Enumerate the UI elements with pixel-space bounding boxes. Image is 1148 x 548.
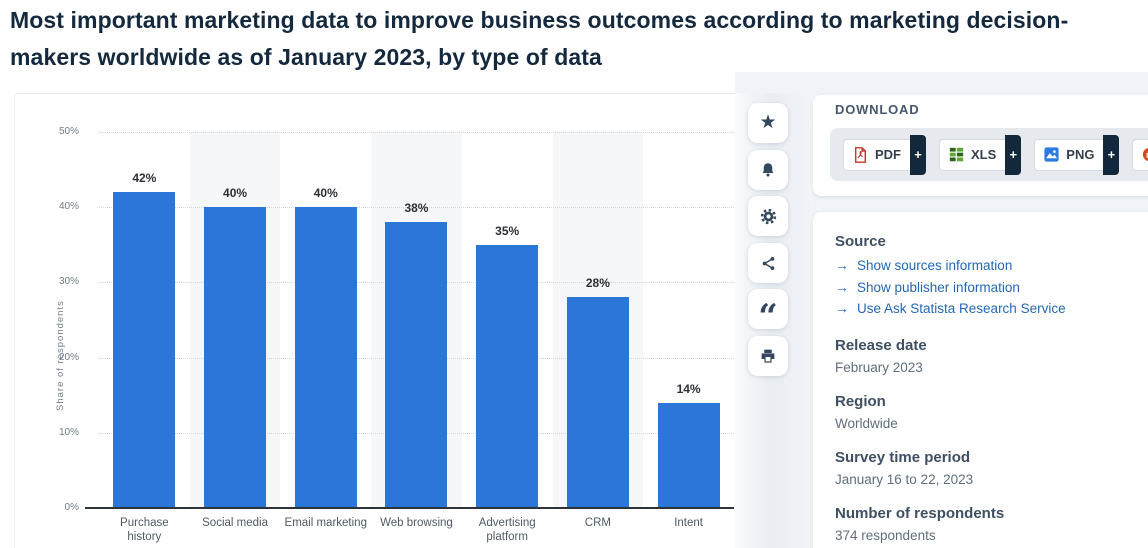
y-axis-tick: 50% bbox=[58, 126, 79, 137]
detail-value: 374 respondents bbox=[835, 527, 936, 543]
printer-icon bbox=[761, 349, 775, 363]
x-axis-label: Email marketing bbox=[284, 517, 367, 529]
chart-card: Share of respondents 0% 10% 20% 30% 40% 50% 42… bbox=[14, 93, 735, 548]
detail-group: Release date February 2023 bbox=[835, 337, 1148, 376]
y-axis-tick: 40% bbox=[58, 201, 79, 213]
detail-heading: Number of respondents bbox=[835, 504, 1005, 522]
detail-group: Survey time period January 16 to 22, 2023 bbox=[835, 449, 1148, 488]
source-link-label: Use Ask Statista Research Service bbox=[857, 301, 1066, 316]
bar[interactable] bbox=[385, 222, 448, 508]
y-axis-tick: 10% bbox=[58, 426, 79, 438]
bar[interactable] bbox=[476, 244, 539, 508]
x-axis-label: Social media bbox=[202, 517, 268, 529]
plus-badge: + bbox=[910, 134, 926, 175]
format-label: PNG bbox=[1066, 147, 1095, 162]
source-link[interactable]: → Use Ask Statista Research Service bbox=[835, 298, 1148, 320]
print-button[interactable] bbox=[748, 336, 788, 376]
x-axis-label: Intent bbox=[674, 517, 703, 529]
detail-value: January 16 to 22, 2023 bbox=[835, 471, 974, 487]
info-card: Source → Show sources information → Show pu… bbox=[813, 212, 1148, 548]
gear-icon bbox=[760, 208, 776, 224]
alert-button[interactable] bbox=[748, 150, 788, 190]
bar[interactable] bbox=[113, 192, 176, 508]
star-icon: ★ bbox=[759, 112, 777, 133]
settings-button[interactable] bbox=[748, 196, 788, 236]
detail-group: Region Worldwide bbox=[835, 393, 1148, 432]
download-format-tray: PDF + XLS + bbox=[830, 128, 1148, 181]
bar-value-label: 40% bbox=[223, 186, 248, 201]
y-axis-tick: 20% bbox=[58, 351, 79, 363]
detail-heading: Survey time period bbox=[835, 448, 971, 466]
download-ppt-button[interactable]: P PPT + bbox=[1132, 135, 1148, 175]
x-axis-label: CRM bbox=[584, 517, 611, 529]
arrow-icon: → bbox=[835, 257, 849, 273]
detail-group: Number of respondents 374 respondents bbox=[835, 505, 1148, 544]
page-title: Most important marketing data to improve… bbox=[10, 7, 1069, 70]
bell-icon bbox=[762, 163, 774, 177]
bar-value-label: 35% bbox=[495, 223, 520, 238]
x-axis-baseline bbox=[85, 507, 734, 509]
source-links: → Show sources information → Show publisher… bbox=[835, 255, 1148, 320]
ppt-file-icon: P bbox=[1143, 148, 1148, 161]
x-axis-label: Web browsing bbox=[380, 517, 453, 529]
bar-value-label: 38% bbox=[404, 201, 429, 216]
cite-button[interactable]: “ bbox=[748, 289, 788, 329]
gridline bbox=[99, 132, 734, 133]
bar[interactable] bbox=[566, 297, 629, 508]
format-label: XLS bbox=[971, 147, 997, 162]
gridline bbox=[99, 207, 734, 209]
detail-heading: Region bbox=[835, 392, 886, 410]
bar-value-label: 14% bbox=[676, 381, 701, 396]
source-heading: Source bbox=[835, 233, 886, 250]
source-link-label: Show sources information bbox=[857, 258, 1013, 273]
svg-text:P: P bbox=[1147, 151, 1148, 160]
x-axis-label: Purchase history bbox=[120, 517, 169, 543]
detail-heading: Release date bbox=[835, 336, 927, 354]
png-image-icon bbox=[1044, 147, 1059, 162]
plus-badge: + bbox=[1005, 134, 1022, 175]
bar-value-label: 42% bbox=[132, 171, 157, 186]
detail-value: Worldwide bbox=[835, 415, 898, 431]
source-link[interactable]: → Show publisher information bbox=[835, 277, 1148, 299]
arrow-icon: → bbox=[835, 278, 849, 295]
bar[interactable] bbox=[204, 207, 267, 508]
format-label: PDF bbox=[875, 147, 901, 162]
y-axis-tick: 0% bbox=[64, 502, 79, 513]
bar-value-label: 28% bbox=[585, 276, 610, 291]
xls-file-icon bbox=[949, 147, 964, 162]
favorite-button[interactable]: ★ bbox=[748, 103, 788, 143]
quote-icon: “ bbox=[758, 297, 778, 329]
detail-groups: Release date February 2023 Region Worldwide… bbox=[835, 337, 1148, 544]
share-icon bbox=[762, 256, 774, 270]
bar[interactable] bbox=[294, 207, 357, 508]
y-axis-tick: 30% bbox=[58, 276, 79, 288]
source-link-label: Show publisher information bbox=[857, 279, 1020, 295]
download-card: DOWNLOAD PDF + bbox=[813, 95, 1148, 196]
x-axis-label: Advertising platform bbox=[478, 517, 536, 543]
bar[interactable] bbox=[657, 402, 720, 508]
download-xls-button[interactable]: XLS + bbox=[939, 134, 1022, 175]
plus-badge: + bbox=[1103, 134, 1120, 175]
bar-value-label: 40% bbox=[313, 186, 338, 201]
download-png-button[interactable]: PNG + bbox=[1034, 134, 1120, 175]
share-button[interactable] bbox=[748, 243, 788, 283]
download-pdf-button[interactable]: PDF + bbox=[843, 134, 926, 175]
download-heading: DOWNLOAD bbox=[835, 102, 920, 117]
detail-value: February 2023 bbox=[835, 359, 923, 375]
source-link[interactable]: → Show sources information bbox=[835, 255, 1148, 277]
arrow-icon: → bbox=[835, 300, 849, 316]
pdf-file-icon bbox=[854, 146, 867, 163]
